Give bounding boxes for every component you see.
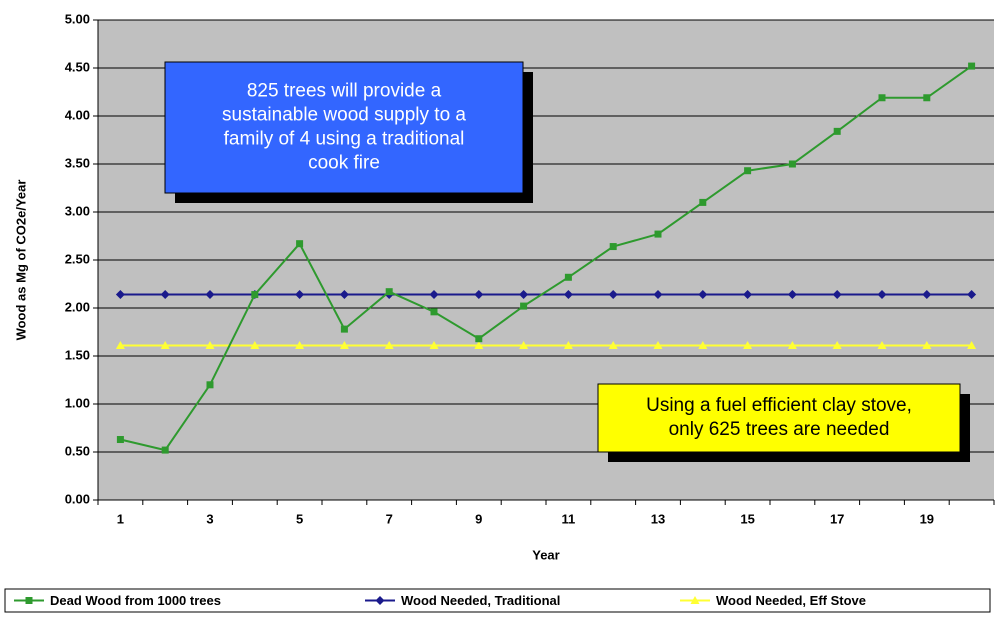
x-tick-label: 5 — [296, 511, 303, 526]
marker — [474, 340, 484, 349]
marker — [922, 340, 932, 349]
marker — [877, 340, 887, 349]
legend-label: Wood Needed, Eff Stove — [716, 593, 866, 608]
x-tick-label: 7 — [386, 511, 393, 526]
marker — [295, 340, 305, 349]
y-tick-label: 2.00 — [65, 299, 90, 314]
marker — [967, 340, 977, 349]
x-tick-label: 3 — [206, 511, 213, 526]
legend-label: Dead Wood from 1000 trees — [50, 593, 221, 608]
annotation-text: family of 4 using a traditional — [224, 129, 465, 150]
marker — [205, 290, 215, 300]
marker — [295, 290, 305, 300]
marker — [205, 340, 215, 349]
marker — [475, 335, 483, 343]
marker — [833, 127, 841, 135]
marker — [787, 290, 797, 300]
y-axis-label: Wood as Mg of CO2e/Year — [13, 180, 28, 341]
marker — [699, 198, 707, 206]
marker — [609, 243, 617, 251]
marker — [339, 290, 349, 300]
x-tick-label: 1 — [117, 511, 124, 526]
marker — [296, 240, 304, 248]
marker — [967, 290, 977, 300]
marker — [519, 290, 529, 300]
marker — [608, 290, 618, 300]
marker — [429, 340, 439, 349]
marker — [654, 230, 662, 238]
marker — [251, 291, 259, 299]
annotation-text: only 625 trees are needed — [669, 419, 890, 440]
marker — [340, 325, 348, 333]
x-tick-label: 15 — [740, 511, 754, 526]
legend-label: Wood Needed, Traditional — [401, 593, 560, 608]
marker — [161, 446, 169, 454]
x-tick-label: 9 — [475, 511, 482, 526]
marker — [339, 340, 349, 349]
marker — [430, 308, 438, 316]
marker — [160, 340, 170, 349]
marker — [474, 290, 484, 300]
marker — [115, 290, 125, 300]
marker — [608, 340, 618, 349]
marker — [922, 290, 932, 300]
y-tick-label: 0.50 — [65, 443, 90, 458]
x-tick-label: 13 — [651, 511, 665, 526]
annotation-text: cook fire — [308, 153, 380, 174]
marker — [744, 167, 752, 175]
marker — [832, 290, 842, 300]
y-tick-label: 5.00 — [65, 11, 90, 26]
marker — [877, 290, 887, 300]
y-tick-label: 1.00 — [65, 395, 90, 410]
x-axis-label: Year — [532, 547, 559, 562]
marker — [385, 288, 393, 296]
x-tick-label: 17 — [830, 511, 844, 526]
marker — [375, 596, 385, 605]
marker — [788, 160, 796, 168]
y-tick-label: 3.50 — [65, 155, 90, 170]
marker — [384, 340, 394, 349]
x-tick-label: 19 — [920, 511, 934, 526]
marker — [968, 62, 976, 70]
marker — [698, 290, 708, 300]
marker — [743, 290, 753, 300]
y-tick-label: 2.50 — [65, 251, 90, 266]
annotation-text: Using a fuel efficient clay stove, — [646, 395, 912, 416]
legend: Dead Wood from 1000 trees Wood Needed, Tr… — [4, 588, 991, 613]
marker — [250, 340, 260, 349]
annotation-box — [164, 61, 524, 194]
marker — [923, 94, 931, 102]
marker — [564, 273, 572, 281]
marker — [160, 290, 170, 300]
y-tick-label: 1.50 — [65, 347, 90, 362]
y-tick-label: 3.00 — [65, 203, 90, 218]
marker — [743, 340, 753, 349]
legend-box — [4, 588, 991, 613]
annotation-text: 825 trees will provide a — [247, 81, 442, 102]
marker — [206, 381, 214, 389]
y-tick-label: 0.00 — [65, 491, 90, 506]
annotation-box — [597, 383, 961, 453]
marker — [878, 94, 886, 102]
marker — [116, 436, 124, 444]
marker — [115, 340, 125, 349]
marker — [690, 596, 700, 604]
marker — [787, 340, 797, 349]
marker — [563, 290, 573, 300]
y-tick-label: 4.00 — [65, 107, 90, 122]
marker — [653, 340, 663, 349]
marker — [25, 597, 33, 604]
series-line — [120, 65, 973, 452]
x-tick-label: 11 — [562, 511, 576, 526]
y-tick-label: 4.50 — [65, 59, 90, 74]
marker — [429, 290, 439, 300]
marker — [653, 290, 663, 300]
marker — [563, 340, 573, 349]
marker — [832, 340, 842, 349]
marker — [698, 340, 708, 349]
marker — [519, 340, 529, 349]
annotation-text: sustainable wood supply to a — [222, 105, 466, 126]
marker — [520, 302, 528, 310]
